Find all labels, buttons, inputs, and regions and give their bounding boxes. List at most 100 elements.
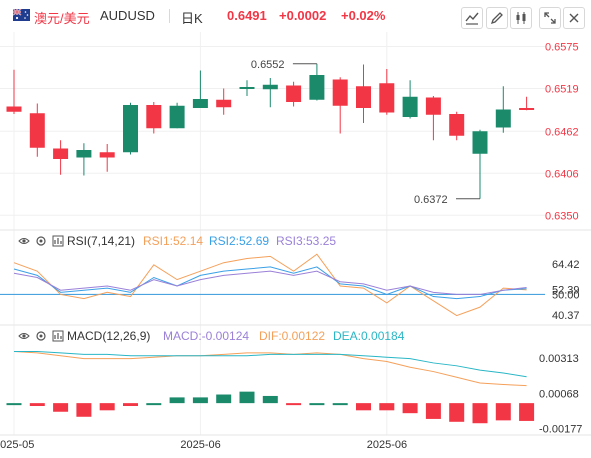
low-price-label: 0.6372 [414,194,448,206]
macd-histogram-bar [519,403,535,421]
chart-header: 澳元/美元 AUDUSD 日K 0.6491 +0.0002 +0.02% [0,0,591,32]
rsi2-value: RSI2:52.69 [209,234,270,248]
price-change: +0.0002 [279,8,327,23]
macd-dea-line [14,350,527,378]
rsi-tick-label: 50.00 [552,289,580,301]
macd-histogram-bar [6,403,22,406]
pen-icon [490,12,503,25]
rsi3-value: RSI3:53.25 [276,234,337,248]
close-chart-button[interactable] [563,7,585,29]
symbol-code: AUDUSD [100,8,155,23]
macd-histogram-bar [76,403,92,417]
indicator-toggle-button[interactable] [461,7,483,29]
price-change-percent: +0.02% [341,8,386,23]
rsi-legend: RSI(7,14,21) RSI1:52.14 RSI2:52.69 RSI3:… [0,233,591,249]
macd-histogram-bar [356,403,371,411]
candle-down [216,99,232,108]
panel-dividers [0,229,591,436]
macd-histogram-bar [239,391,255,404]
rsi-series-line [13,270,527,295]
macd-value: MACD:-0.00124 [163,329,250,343]
candle-down [286,85,302,102]
candle-up [309,75,325,100]
macd-histogram-bar [99,403,115,411]
price-tick-label: 0.6575 [545,42,579,54]
macd-histogram-bar [192,397,208,404]
macd-histogram-bar [425,403,441,419]
macd-histogram-bar [216,394,232,404]
macd-histogram-bar [29,403,45,407]
macd-histogram-bar [495,403,511,421]
rsi-tick-label: 64.42 [552,259,580,271]
x-tick-label: 2025-06 [180,439,220,451]
fullscreen-icon [544,12,556,24]
candle-up [123,105,138,153]
rsi-panel [0,253,545,317]
price-tick-label: 0.6406 [545,168,579,180]
candle-down [425,97,441,115]
macd-histogram-bar [332,403,348,406]
high-price-label: 0.6552 [251,59,285,71]
rsi-tick-label: 40.37 [552,310,580,322]
macd-histogram-bar [262,395,278,404]
candle-down [146,105,162,129]
price-tick-label: 0.6350 [545,210,579,222]
macd-histogram-bar [286,403,302,406]
macd-tick-label: -0.00177 [539,424,582,436]
macd-histogram-bar [123,403,138,407]
macd-histogram-bar [169,397,185,404]
candle-up [192,99,208,108]
candle-down [332,79,348,106]
axis-labels: 0.6575 0.6519 0.6462 0.6406 0.6350 64.42 52.39… [0,42,582,452]
price-panel: 0.6552 0.6372 [6,59,535,206]
macd-histogram-bar [379,403,395,411]
draw-tool-button[interactable] [486,7,508,29]
period-selector[interactable]: 日K [181,11,203,26]
candle-up [262,84,278,90]
macd-panel [6,350,535,424]
price-tick-label: 0.6462 [545,126,579,138]
visibility-icon[interactable] [18,235,30,247]
dea-value: DEA:0.00184 [333,329,405,343]
candle-down [519,108,535,110]
candle-down [449,114,465,136]
last-price: 0.6491 [227,8,267,23]
candle-down [29,113,45,148]
australia-flag-icon [13,9,30,21]
rsi-title: RSI(7,14,21) [67,234,136,248]
candle-down [356,86,371,108]
candle-up [76,150,92,158]
macd-histogram-bar [402,403,418,414]
visibility-icon[interactable] [18,330,30,342]
macd-histogram-bar [309,403,325,406]
dif-value: DIF:0.00122 [259,329,326,343]
fullscreen-button[interactable] [539,7,561,29]
indicator-chart-icon [52,330,64,342]
candle-down [379,83,395,113]
pair-name[interactable]: 澳元/美元 [34,11,90,26]
candle-down [99,152,115,158]
candle-up [169,105,185,129]
rsi-series-line [13,253,527,317]
candle-style-button[interactable] [510,7,532,29]
macd-tick-label: 0.00313 [539,353,579,365]
price-tick-label: 0.6519 [545,84,579,96]
rsi-tick-label: 52.39 [552,284,580,296]
settings-icon[interactable] [35,235,47,247]
macd-histogram-bar [53,403,69,412]
macd-tick-label: 0.00068 [539,388,579,400]
candle-up [402,96,418,117]
candle-up [495,109,511,128]
macd-legend: MACD(12,26,9) MACD:-0.00124 DIF:0.00122 … [0,328,591,344]
macd-histogram-bar [472,403,488,424]
line-chart-icon [465,12,479,25]
settings-icon[interactable] [35,330,47,342]
macd-title: MACD(12,26,9) [67,329,151,343]
candle-down [6,106,22,112]
candle-up [239,87,255,89]
candlestick-icon [516,12,526,24]
macd-histogram-bar [146,403,162,406]
x-tick-label: 2025-06 [367,439,407,451]
indicator-chart-icon [52,235,64,247]
